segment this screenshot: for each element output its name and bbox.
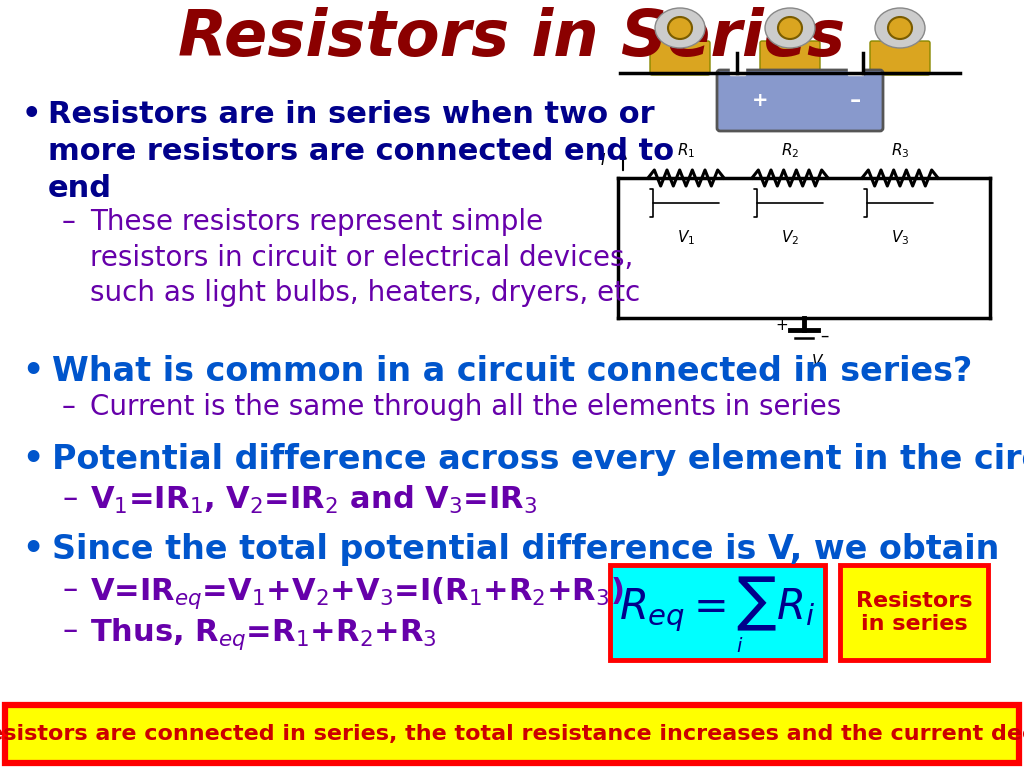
Text: Potential difference across every element in the circuit is: Potential difference across every elemen… (52, 443, 1024, 476)
Text: Resistors
in series: Resistors in series (856, 591, 972, 634)
FancyBboxPatch shape (870, 41, 930, 75)
Ellipse shape (888, 17, 912, 39)
FancyBboxPatch shape (760, 41, 820, 75)
Text: Current is the same through all the elements in series: Current is the same through all the elem… (90, 393, 842, 421)
Text: Resistors in Series: Resistors in Series (178, 7, 846, 69)
Text: $R_3$: $R_3$ (891, 141, 909, 160)
Text: When resistors are connected in series, the total resistance increases and the c: When resistors are connected in series, … (0, 724, 1024, 744)
Bar (730, 65, 745, 75)
Text: +: + (752, 91, 768, 111)
Text: $V$: $V$ (811, 353, 824, 369)
Text: $i$: $i$ (736, 637, 743, 656)
Ellipse shape (778, 17, 802, 39)
Bar (848, 65, 863, 75)
Text: •: • (22, 533, 43, 566)
Text: $I$: $I$ (600, 152, 606, 168)
Text: $V_2$: $V_2$ (781, 228, 799, 247)
Text: Thus, R$_{eq}$=R$_1$+R$_2$+R$_3$: Thus, R$_{eq}$=R$_1$+R$_2$+R$_3$ (90, 616, 436, 652)
FancyBboxPatch shape (610, 565, 825, 660)
Text: $R_2$: $R_2$ (781, 141, 799, 160)
Text: –: – (62, 208, 76, 236)
Text: –: – (62, 393, 76, 421)
Text: –: – (820, 327, 828, 345)
Ellipse shape (874, 8, 925, 48)
FancyBboxPatch shape (5, 705, 1019, 763)
Ellipse shape (765, 8, 815, 48)
Text: $R_{eq} = \sum R_i$: $R_{eq} = \sum R_i$ (620, 574, 815, 634)
FancyBboxPatch shape (717, 70, 883, 131)
Text: –: – (62, 484, 77, 513)
Text: V$_1$=IR$_1$, V$_2$=IR$_2$ and V$_3$=IR$_3$: V$_1$=IR$_1$, V$_2$=IR$_2$ and V$_3$=IR$… (90, 484, 538, 516)
Text: Resistors are in series when two or
more resistors are connected end to
end: Resistors are in series when two or more… (48, 100, 674, 203)
Text: +: + (775, 317, 788, 333)
Text: •: • (22, 443, 43, 476)
Text: Since the total potential difference is V, we obtain: Since the total potential difference is … (52, 533, 999, 566)
Text: What is common in a circuit connected in series?: What is common in a circuit connected in… (52, 355, 972, 388)
Text: $V_3$: $V_3$ (891, 228, 909, 247)
Text: –: – (62, 616, 77, 645)
Text: V=IR$_{eq}$=V$_1$+V$_2$+V$_3$=I(R$_1$+R$_2$+R$_3$): V=IR$_{eq}$=V$_1$+V$_2$+V$_3$=I(R$_1$+R$… (90, 575, 624, 611)
Text: These resistors represent simple
resistors in circuit or electrical devices,
suc: These resistors represent simple resisto… (90, 208, 640, 307)
Text: –: – (62, 575, 77, 604)
Text: •: • (22, 355, 43, 388)
Text: •: • (22, 100, 42, 129)
Text: $V_1$: $V_1$ (677, 228, 695, 247)
Text: $R_1$: $R_1$ (677, 141, 695, 160)
Ellipse shape (655, 8, 705, 48)
FancyBboxPatch shape (650, 41, 710, 75)
FancyBboxPatch shape (840, 565, 988, 660)
Text: –: – (849, 91, 860, 111)
Ellipse shape (668, 17, 692, 39)
